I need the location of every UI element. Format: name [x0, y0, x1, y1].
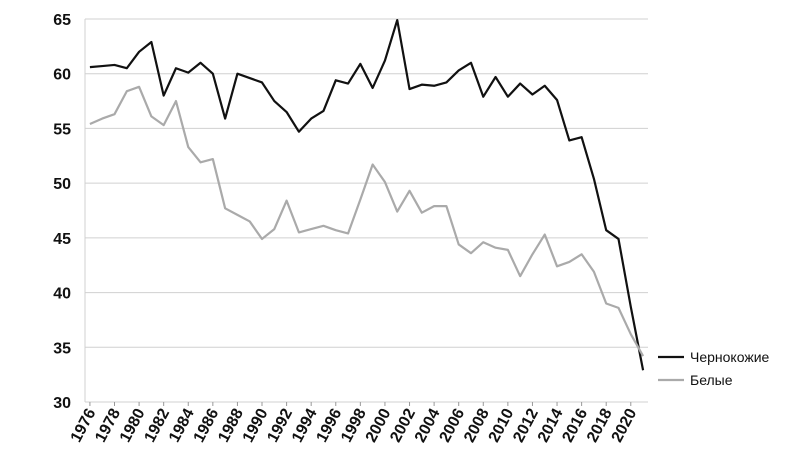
y-tick-label: 30 [53, 395, 71, 412]
series-line [89, 18, 645, 371]
y-tick-label: 60 [53, 67, 71, 84]
legend-label: Белые [690, 372, 733, 388]
y-tick-label: 45 [53, 231, 71, 248]
series-line [89, 85, 645, 357]
y-tick-label: 65 [53, 12, 71, 29]
y-tick-label: 35 [53, 340, 71, 357]
legend-label: Чернокожие [690, 349, 770, 365]
y-tick-label: 55 [53, 121, 71, 138]
y-tick-label: 50 [53, 176, 71, 193]
y-tick-label: 40 [53, 286, 71, 303]
x-tick-label: 2020 [609, 406, 641, 445]
